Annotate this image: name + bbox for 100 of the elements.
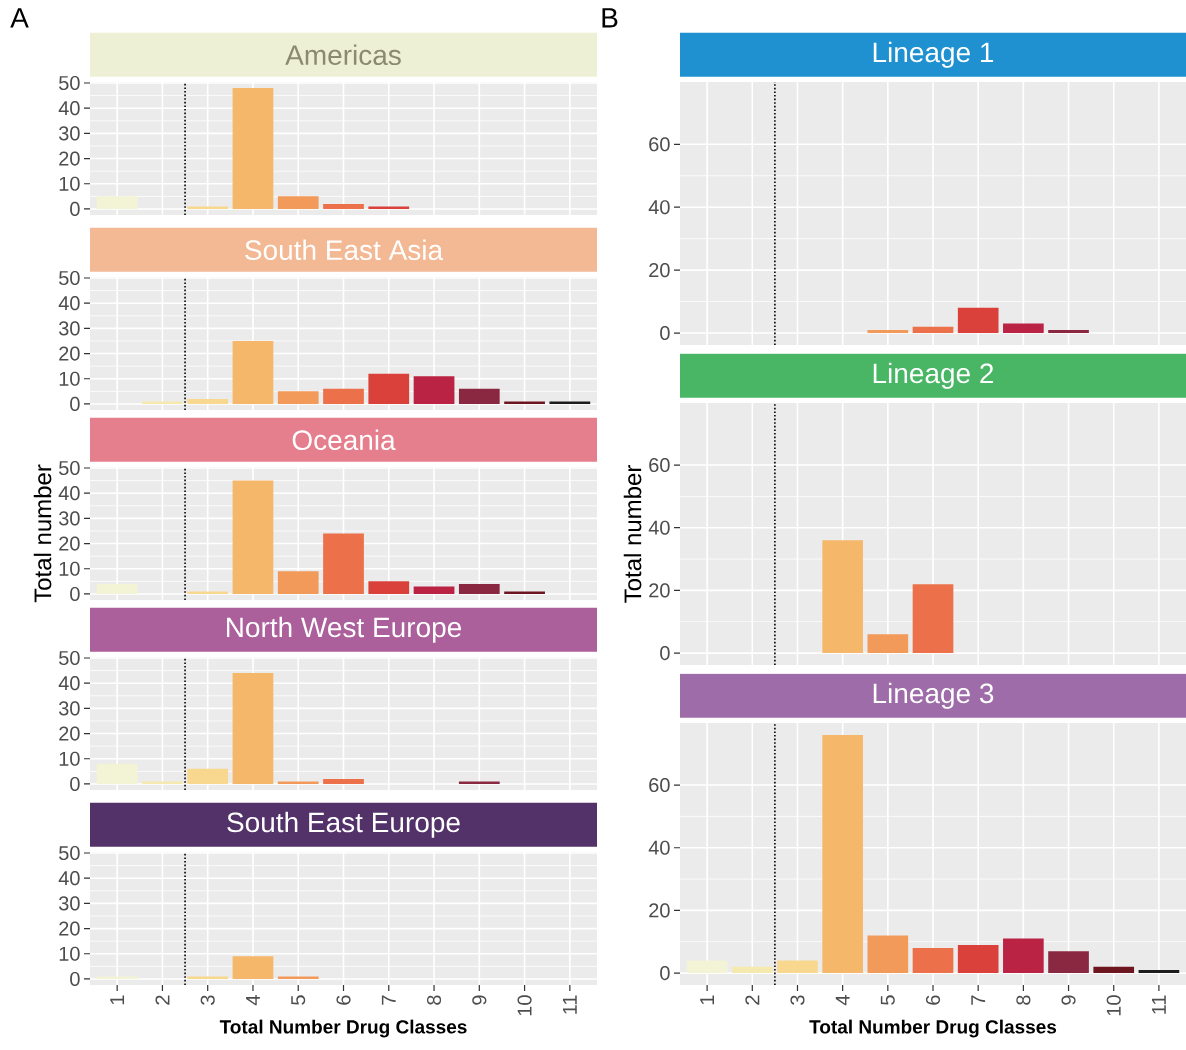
bar (867, 634, 909, 654)
x-tick-label: 10 (517, 995, 532, 1016)
y-tick-label: 20 (59, 346, 80, 361)
bar (867, 935, 909, 974)
bar (142, 781, 183, 784)
bar (1138, 969, 1180, 974)
x-tick-label: 7 (971, 995, 986, 1005)
y-tick-label: 0 (70, 586, 80, 602)
y-tick-label: 0 (70, 776, 80, 792)
y-tick-label: 10 (59, 371, 80, 386)
bar (504, 401, 545, 404)
x-tick-label: 2 (745, 995, 760, 1005)
bar (323, 203, 364, 209)
x-tick-label: 7 (381, 995, 396, 1005)
y-axis-title: Total number (33, 464, 52, 603)
y-tick-label: 50 (59, 650, 80, 666)
bar (912, 326, 954, 334)
x-tick-label: 1 (110, 995, 125, 1005)
chart-title: Oceania (292, 429, 396, 451)
bar (458, 388, 500, 404)
bar (277, 391, 319, 404)
x-axis-title: Total Number Drug Classes (219, 1019, 467, 1038)
x-tick-label: 8 (426, 995, 442, 1005)
chart-title: North West Europe (227, 616, 462, 643)
chart-title: Lineage 2 (873, 362, 994, 389)
bar (323, 533, 364, 594)
bar (458, 781, 500, 784)
bar (323, 388, 364, 404)
x-tick-label: 3 (790, 995, 805, 1005)
bar (777, 960, 818, 974)
x-tick-label: 11 (1152, 995, 1166, 1014)
bar (912, 948, 954, 974)
bar (1048, 329, 1089, 334)
y-tick-label: 30 (58, 126, 80, 141)
y-axis-title: Total number (623, 465, 642, 603)
x-tick-label: 5 (291, 995, 306, 1005)
bar (232, 480, 274, 594)
y-tick-label: 20 (59, 921, 80, 936)
y-tick-label: 20 (649, 583, 670, 598)
bar (504, 591, 545, 594)
y-tick-label: 30 (58, 511, 80, 526)
chart-title: South East Asia (245, 239, 444, 261)
chart-title: Lineage 1 (873, 41, 994, 68)
y-tick-label: 30 (58, 896, 80, 911)
y-tick-label: 40 (58, 296, 80, 311)
x-tick-label: 9 (1061, 995, 1076, 1005)
bar (187, 591, 229, 594)
y-tick-label: 50 (59, 460, 80, 476)
y-tick-label: 10 (59, 751, 80, 766)
y-tick-label: 10 (59, 561, 80, 576)
y-tick-label: 40 (648, 840, 670, 855)
bar (368, 373, 410, 404)
y-tick-label: 40 (58, 101, 80, 116)
bar (277, 196, 319, 209)
y-tick-label: 60 (649, 137, 670, 152)
x-tick-label: 10 (1106, 995, 1121, 1016)
x-tick-label: 1 (700, 995, 714, 1005)
x-tick-label: 3 (200, 995, 215, 1005)
bar (458, 583, 500, 594)
y-tick-label: 0 (660, 646, 670, 661)
bar (96, 763, 138, 784)
x-tick-label: 5 (880, 995, 895, 1005)
y-tick-label: 30 (58, 701, 80, 716)
bar (822, 540, 863, 654)
y-tick-label: 40 (58, 486, 80, 501)
bar (1003, 323, 1044, 334)
y-tick-label: 50 (59, 270, 80, 286)
y-tick-label: 0 (660, 966, 670, 981)
y-tick-label: 60 (649, 777, 670, 793)
text: A (10, 8, 29, 28)
bar (232, 340, 274, 404)
y-tick-label: 60 (649, 457, 670, 473)
bar (323, 778, 364, 784)
y-tick-label: 40 (58, 871, 80, 886)
bar (187, 398, 229, 404)
y-tick-label: 20 (59, 536, 80, 551)
y-tick-label: 40 (648, 520, 670, 535)
x-tick-label: 8 (1016, 995, 1031, 1005)
x-tick-label: 6 (336, 995, 351, 1005)
bar (686, 960, 728, 974)
bar (1093, 966, 1135, 974)
y-tick-label: 10 (59, 946, 80, 961)
bar (413, 376, 455, 404)
bar (1003, 938, 1044, 974)
x-tick-label: 6 (925, 995, 941, 1005)
bar (867, 329, 909, 334)
bar (1048, 951, 1089, 974)
bar (912, 584, 954, 654)
y-tick-label: 0 (70, 396, 80, 412)
bar (957, 944, 999, 974)
bar (187, 206, 229, 209)
bar (368, 206, 410, 209)
bar (957, 307, 999, 334)
bar (731, 966, 773, 974)
bar (96, 583, 138, 594)
bar (232, 673, 274, 784)
y-tick-label: 0 (70, 971, 80, 987)
y-tick-label: 10 (59, 176, 80, 191)
y-tick-label: 40 (58, 676, 80, 691)
bar (96, 196, 138, 209)
